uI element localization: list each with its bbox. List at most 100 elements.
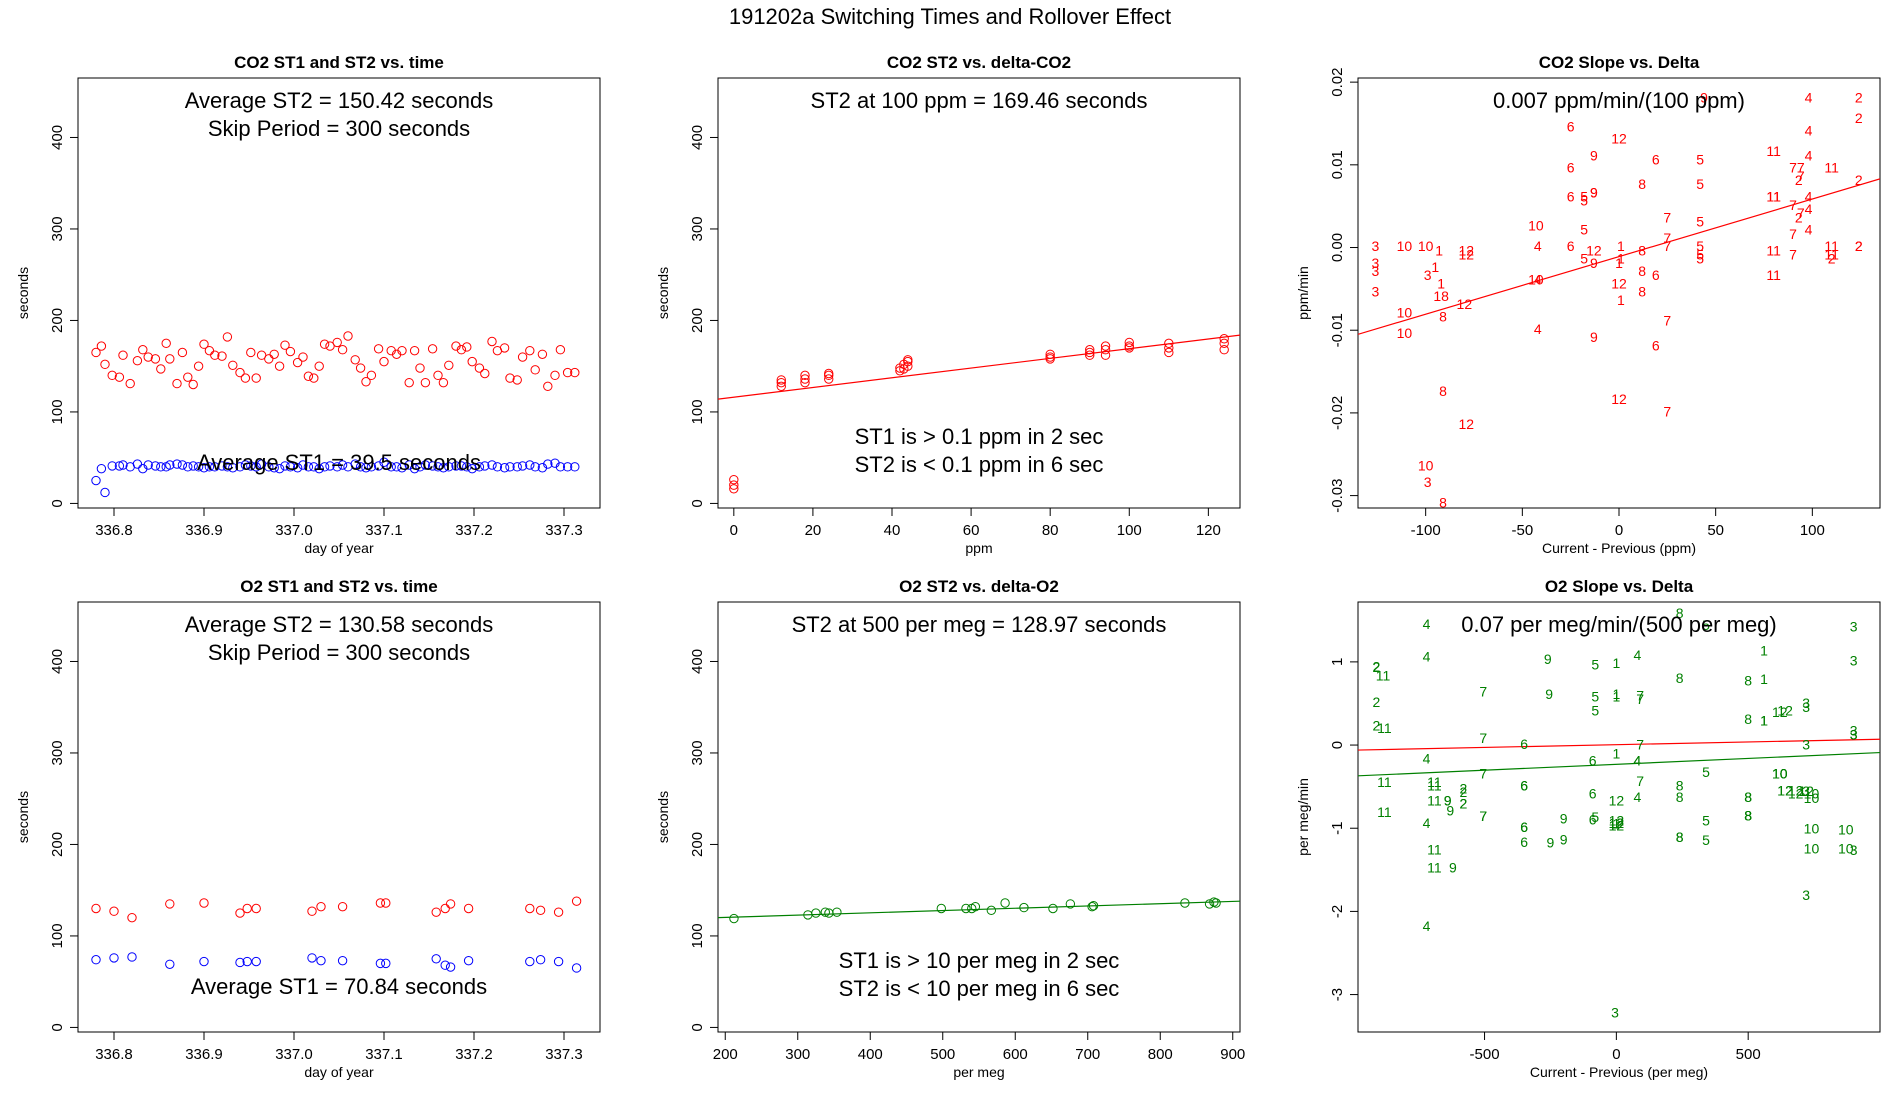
x-tick-label: 337.3 [545, 1046, 583, 1063]
point-label: 11 [1427, 774, 1442, 790]
annotation: ST2 is < 10 per meg in 6 sec [839, 976, 1120, 1001]
point-label: 9 [1547, 835, 1555, 851]
x-tick-label: 0 [730, 522, 738, 539]
data-point [445, 899, 456, 909]
point-label: 2 [1460, 781, 1468, 797]
point-label: 11 [1766, 242, 1781, 258]
data-point [415, 462, 425, 472]
data-point [337, 955, 348, 966]
y-tick-label: 0.02 [1329, 68, 1346, 97]
point-label: 8 [1744, 711, 1752, 727]
point-label: 4 [1534, 321, 1542, 337]
data-point [280, 340, 290, 350]
annotation: Average ST1 = 39.5 seconds [197, 450, 481, 475]
data-point [451, 461, 461, 471]
x-tick-label: 337.2 [455, 1046, 493, 1063]
point-label: 4 [1805, 89, 1813, 105]
data-point [132, 459, 143, 469]
data-point [397, 345, 407, 356]
point-label: 8 [1439, 309, 1447, 325]
data-point [242, 956, 252, 967]
annotation: ST2 is < 0.1 ppm in 6 sec [855, 452, 1104, 477]
data-point [1100, 345, 1111, 355]
data-point [1219, 345, 1229, 355]
point-label: 6 [1652, 267, 1660, 283]
data-point [1085, 350, 1095, 360]
point-label: 1 [1760, 712, 1768, 728]
data-point [337, 901, 348, 912]
data-point [379, 356, 389, 367]
data-point [188, 461, 198, 471]
x-tick-label: 337.1 [365, 522, 403, 539]
data-point [292, 357, 303, 368]
point-label: 1 [1617, 238, 1625, 254]
x-tick-label: 0 [1615, 522, 1623, 539]
y-tick-label: 400 [49, 125, 66, 150]
point-label: 3 [1850, 722, 1858, 738]
data-point [165, 460, 175, 470]
y-axis-label: per meg/min [1295, 778, 1311, 856]
point-label: 9 [1446, 802, 1454, 818]
point-label: 12 [1609, 792, 1625, 808]
y-axis-label: ppm/min [1295, 266, 1311, 320]
annotation: Skip Period = 300 seconds [208, 640, 470, 665]
point-label: 8 [1638, 242, 1646, 258]
point-label: 3 [1802, 699, 1810, 715]
y-tick-label: 300 [689, 740, 706, 765]
y-axis-label: seconds [655, 791, 671, 843]
x-axis-label: per meg [953, 1064, 1004, 1080]
point-label: 12 [1788, 786, 1804, 802]
data-point [177, 460, 188, 470]
data-point [456, 345, 467, 355]
data-point [467, 463, 477, 474]
y-tick-label: 0 [689, 499, 706, 507]
data-point [800, 374, 810, 384]
point-label: 11 [1766, 189, 1781, 205]
data-point [107, 461, 117, 471]
panel-title: O2 ST1 and ST2 vs. time [240, 577, 437, 596]
data-point [355, 462, 366, 472]
point-label: 6 [1567, 118, 1575, 134]
point-label: 8 [1676, 605, 1684, 621]
y-tick-label: 0 [1329, 741, 1346, 749]
point-label: 6 [1520, 777, 1528, 793]
point-label: 9 [1544, 651, 1552, 667]
data-point [242, 903, 252, 914]
point-label: 6 [1567, 238, 1575, 254]
data-point [292, 463, 303, 473]
data-point [165, 899, 175, 909]
point-label: 4 [1634, 752, 1642, 768]
data-point [571, 963, 582, 973]
data-point [235, 957, 245, 968]
x-tick-label: 800 [1148, 1046, 1173, 1063]
data-point [517, 352, 528, 362]
x-axis-label: day of year [304, 540, 374, 556]
point-label: 11 [1377, 720, 1392, 736]
data-point [553, 907, 564, 917]
data-point [280, 461, 290, 471]
data-point [729, 913, 739, 924]
data-point [440, 960, 450, 970]
data-point [285, 462, 296, 472]
data-point [366, 462, 377, 472]
point-label: 5 [1580, 222, 1588, 238]
point-label: 3 [1802, 887, 1810, 903]
annotation: ST2 at 500 per meg = 128.97 seconds [792, 612, 1167, 637]
point-label: 12 [1798, 783, 1814, 799]
y-tick-label: 100 [689, 923, 706, 948]
x-axis-label: day of year [304, 1064, 374, 1080]
point-label: 5 [1696, 238, 1704, 254]
data-point [143, 352, 153, 362]
point-label: 2 [1795, 172, 1803, 188]
point-label: 1 [1612, 686, 1620, 702]
data-point [269, 349, 279, 359]
data-point [535, 955, 546, 965]
data-point [332, 462, 342, 472]
point-label: 7 [1636, 737, 1644, 753]
point-label: 3 [1802, 737, 1810, 753]
x-tick-label: 337.2 [455, 522, 493, 539]
data-point [100, 487, 110, 498]
data-point [800, 370, 810, 381]
point-label: 7 [1479, 808, 1487, 824]
y-tick-label: -2 [1329, 905, 1346, 918]
